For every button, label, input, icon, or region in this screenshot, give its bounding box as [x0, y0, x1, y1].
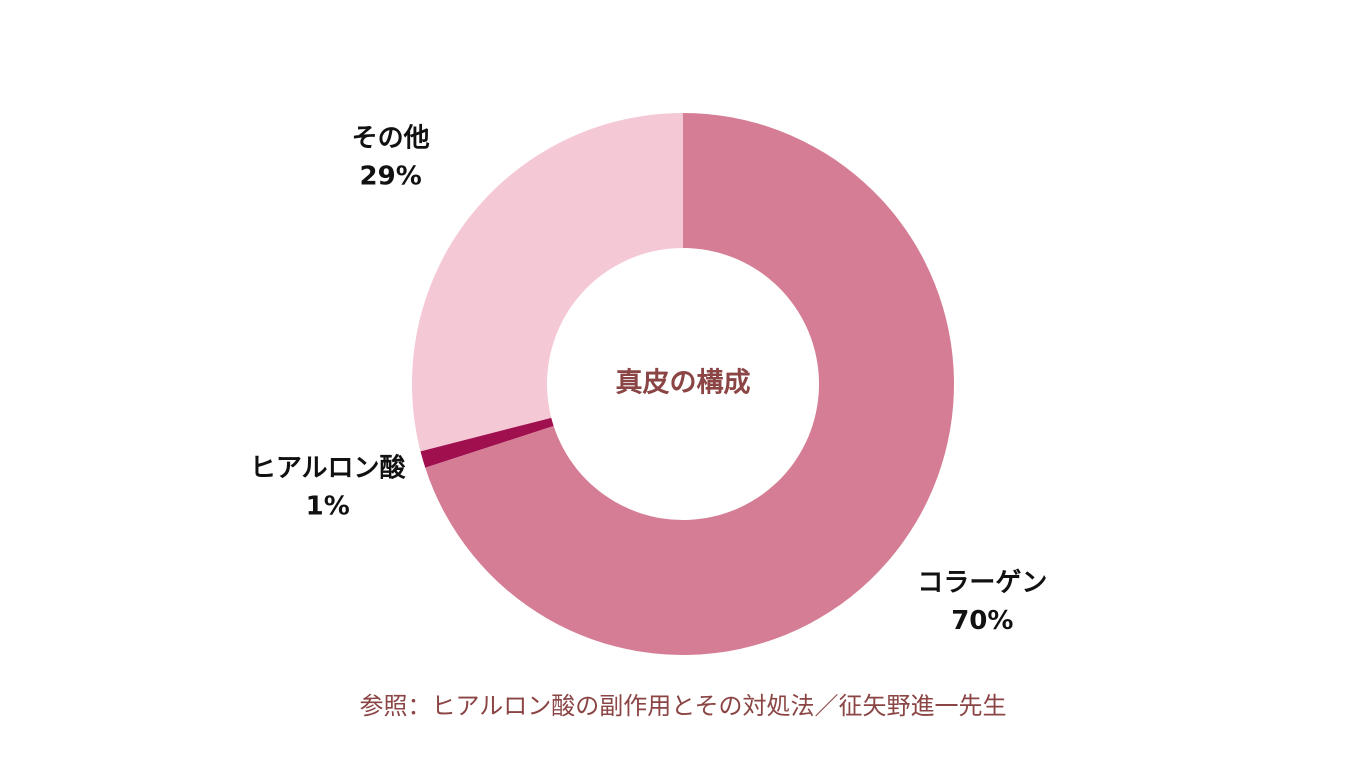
slice-label: コラーゲン: [917, 568, 1047, 598]
source-note: 参照：ヒアルロン酸の副作用とその対処法／征矢野進一先生: [359, 692, 1006, 720]
slice-label: その他: [352, 124, 430, 154]
donut-slice: [412, 113, 683, 452]
slice-value-label: 29%: [360, 162, 422, 192]
slice-value-label: 1%: [306, 492, 350, 522]
slice-value-label: 70%: [951, 606, 1013, 636]
donut-slice: [420, 417, 554, 468]
slice-label: ヒアルロン酸: [250, 454, 407, 484]
donut-slice: [425, 113, 954, 655]
center-label: 真皮の構成: [616, 368, 751, 399]
